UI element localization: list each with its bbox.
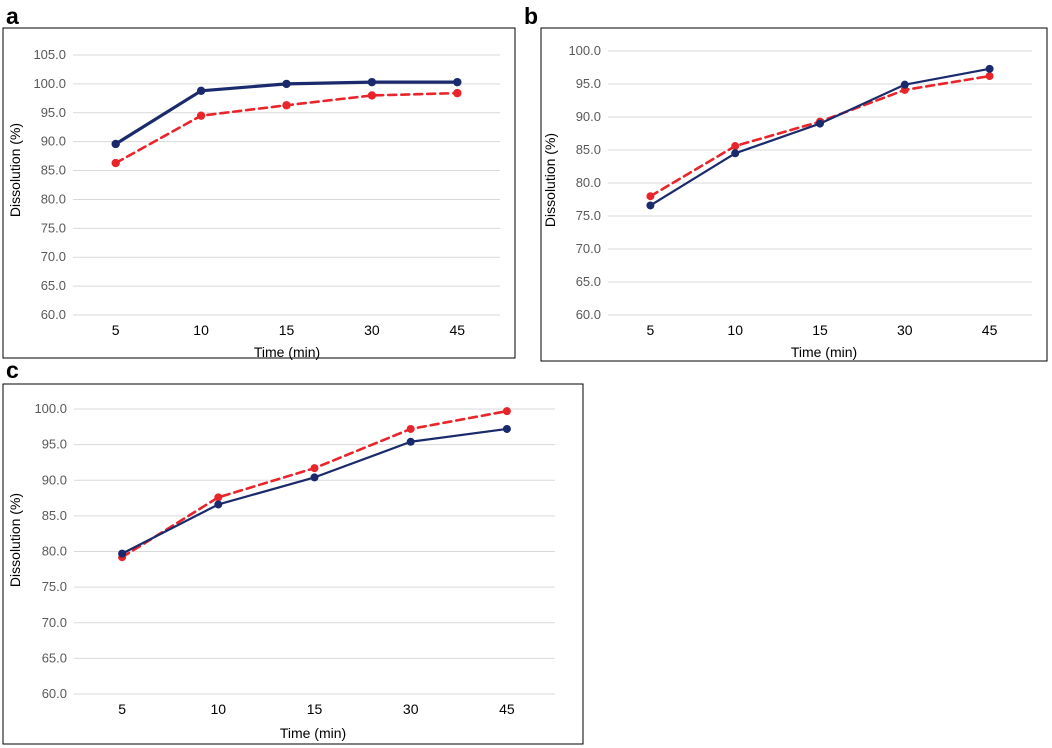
data-point	[196, 86, 206, 96]
y-tick-label: 85.0	[41, 163, 66, 178]
chart-frame-a	[2, 27, 516, 359]
y-tick-label: 65.0	[42, 650, 67, 665]
y-tick-label: 70.0	[576, 241, 601, 256]
series-line-dashed	[120, 409, 509, 559]
y-tick-label: 100.0	[33, 76, 66, 91]
y-tick-label: 75.0	[42, 579, 67, 594]
x-tick-label: 5	[647, 322, 655, 338]
y-tick-label: 105.0	[33, 47, 66, 62]
x-tick-label: 45	[499, 701, 515, 717]
data-point	[118, 549, 127, 558]
x-tick-label: 30	[897, 322, 913, 338]
x-tick-label: 15	[307, 701, 323, 717]
y-tick-label: 100.0	[34, 401, 67, 416]
data-point	[214, 500, 223, 509]
x-tick-label: 30	[403, 701, 419, 717]
data-point	[310, 473, 319, 482]
data-point	[406, 424, 415, 433]
series-line-solid	[649, 67, 991, 207]
data-point	[406, 437, 415, 446]
y-tick-label: 60.0	[41, 307, 66, 322]
series-line-solid	[120, 427, 508, 555]
y-tick-label: 90.0	[42, 472, 67, 487]
x-tick-label: 5	[118, 701, 126, 717]
data-point	[282, 101, 291, 110]
data-point	[646, 201, 655, 210]
y-tick-label: 65.0	[41, 278, 66, 293]
y-tick-label: 95.0	[41, 105, 66, 120]
y-tick-label: 60.0	[42, 686, 67, 701]
chart-frame-b	[540, 27, 1048, 362]
data-point	[731, 142, 740, 151]
data-point	[214, 493, 223, 502]
x-tick-label: 15	[279, 322, 295, 338]
y-tick-label: 70.0	[42, 615, 67, 630]
y-tick-label: 90.0	[576, 109, 601, 124]
x-tick-label: 10	[193, 322, 209, 338]
series-line-dashed	[649, 74, 991, 198]
chart-panel-b: b Time (min) Dissolution (%) 60.0 65.0 70.…	[524, 3, 1048, 362]
y-tick-label: 85.0	[42, 508, 67, 523]
y-tick-label: 95.0	[42, 437, 67, 452]
y-axis-title-a: Dissolution (%)	[7, 123, 23, 217]
x-tick-label: 15	[812, 322, 828, 338]
x-tick-label: 10	[211, 701, 227, 717]
x-axis-title-c: Time (min)	[280, 725, 346, 741]
data-point	[310, 464, 319, 473]
panel-label-b: b	[524, 3, 538, 29]
data-point	[985, 72, 994, 81]
chart-panel-c: c Time (min) Dissolution (%) 60.0 65.0 70.…	[2, 357, 584, 745]
y-tick-label: 90.0	[41, 134, 66, 149]
y-tick-label: 75.0	[41, 220, 66, 235]
data-point	[367, 77, 377, 87]
x-tick-label: 10	[727, 322, 743, 338]
chart-frame-c	[2, 383, 584, 745]
y-tick-label: 80.0	[42, 544, 67, 559]
data-point	[111, 158, 120, 168]
y-tick-label: 65.0	[576, 274, 601, 289]
y-axis-title-c: Dissolution (%)	[7, 493, 23, 587]
y-tick-label: 95.0	[576, 76, 601, 91]
x-tick-label: 45	[450, 322, 466, 338]
x-axis-title-b: Time (min)	[791, 344, 857, 360]
data-point	[367, 91, 377, 100]
y-tick-label: 85.0	[576, 142, 601, 157]
x-tick-label: 5	[112, 322, 120, 338]
x-tick-label: 45	[982, 322, 998, 338]
y-tick-label: 70.0	[41, 249, 66, 264]
data-point	[985, 64, 994, 73]
y-tick-label: 60.0	[576, 307, 601, 322]
data-point	[282, 79, 291, 89]
y-tick-label: 80.0	[576, 175, 601, 190]
data-point	[111, 139, 120, 149]
y-tick-label: 80.0	[41, 191, 66, 206]
data-point	[453, 88, 462, 98]
y-tick-label: 100.0	[568, 43, 601, 58]
x-tick-label: 30	[364, 322, 380, 338]
y-tick-label: 75.0	[576, 208, 601, 223]
data-point	[646, 192, 655, 201]
panel-label-c: c	[6, 357, 19, 383]
data-point	[502, 407, 511, 416]
data-point	[196, 111, 206, 120]
y-axis-title-b: Dissolution (%)	[542, 133, 558, 227]
data-point	[731, 149, 740, 158]
data-point	[453, 77, 462, 87]
data-point	[502, 424, 511, 433]
x-axis-title-a: Time (min)	[254, 344, 320, 360]
panel-label-a: a	[6, 3, 19, 29]
data-point	[900, 80, 909, 89]
chart-panel-a: a Time (min) Dissolution (%) 60.0 65.0 70.…	[2, 3, 516, 360]
data-point	[816, 119, 824, 128]
